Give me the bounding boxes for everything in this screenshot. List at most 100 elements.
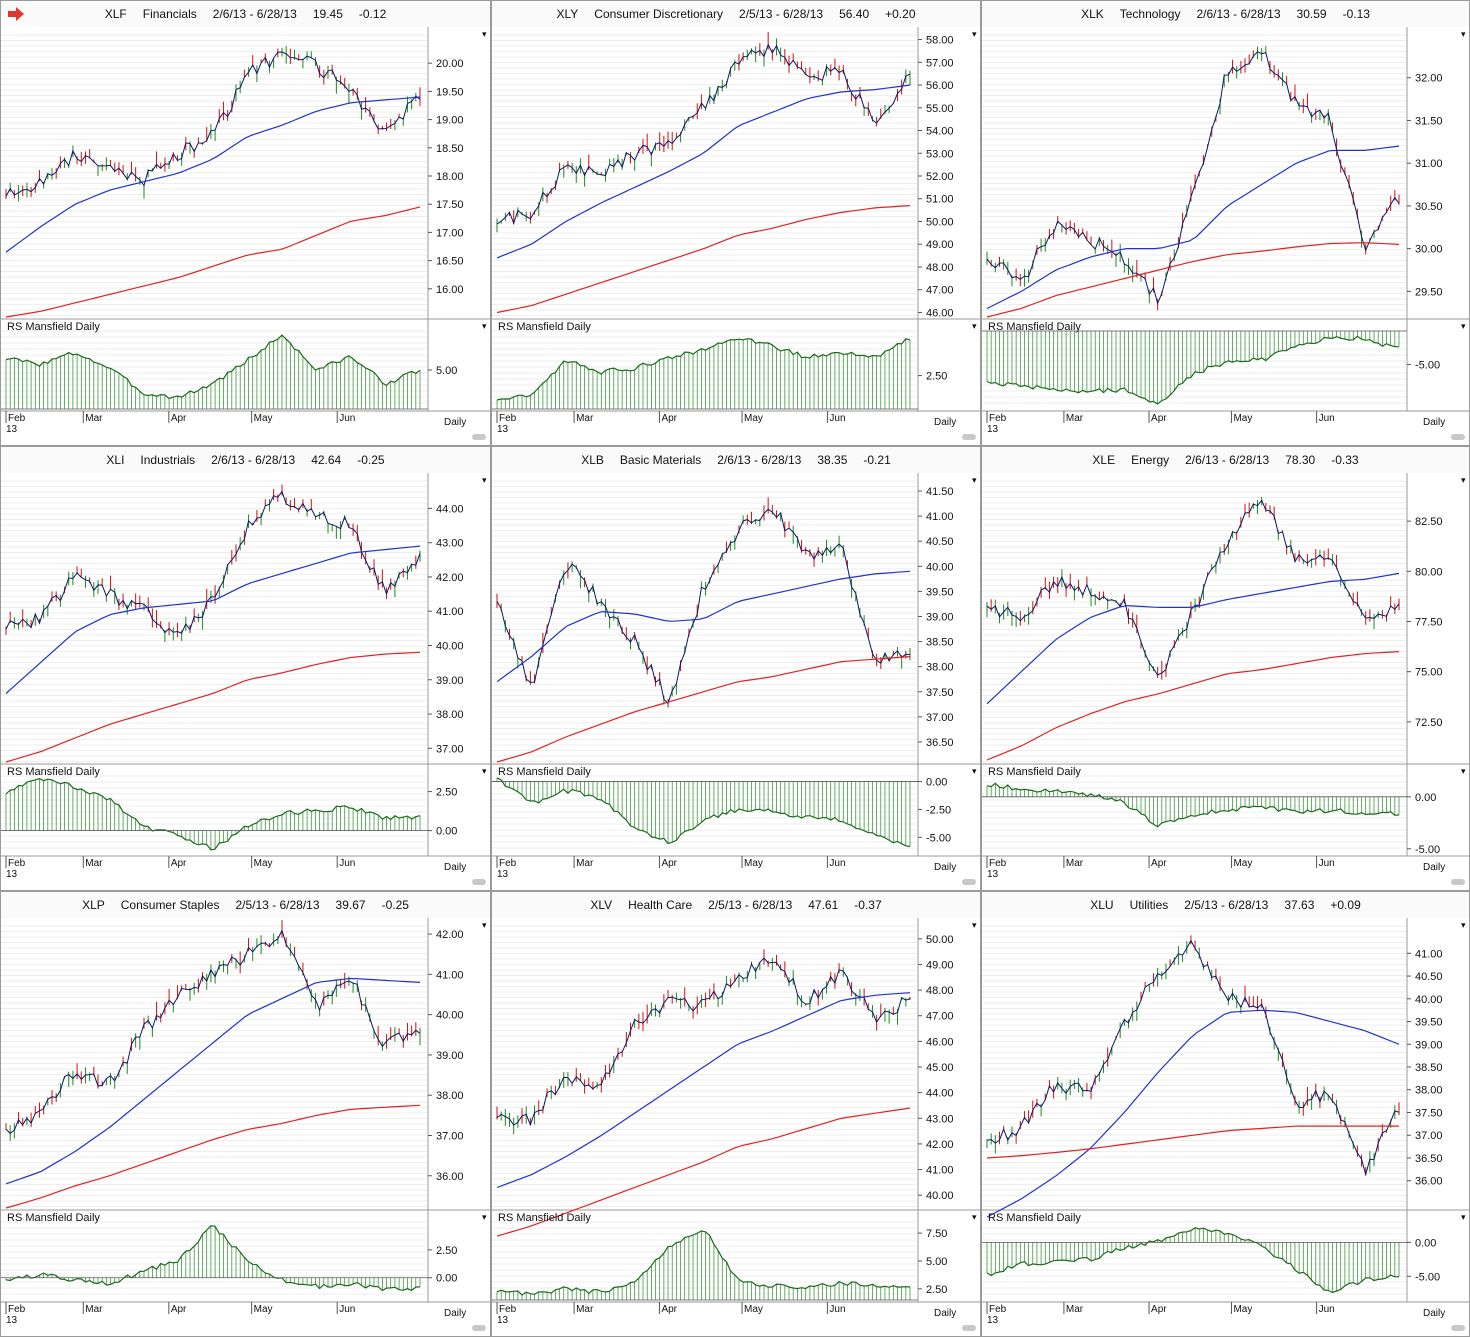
price-y-axis: 20.00 19.50 19.00 18.50 18.00 17.50 17.00 16.50… xyxy=(428,58,464,296)
close-line xyxy=(986,939,1400,1177)
chart-panel-xle[interactable]: XLE Energy 2/6/13 - 6/28/13 78.30 -0.33 82.50… xyxy=(981,446,1470,891)
chart-panel-xlu[interactable]: XLU Utilities 2/5/13 - 6/28/13 37.63 +0.09 41… xyxy=(981,891,1470,1337)
chart-panel-xlv[interactable]: XLV Health Care 2/5/13 - 6/28/13 47.61 -0.37… xyxy=(491,891,981,1337)
rs-y-tick-label: 2.50 xyxy=(926,371,947,383)
x-tick-label: Mar xyxy=(1066,413,1084,424)
year-label: 13 xyxy=(6,869,18,880)
y-tick-label: 37.50 xyxy=(926,687,954,699)
moving-average-slow xyxy=(986,242,1400,318)
price-y-axis: 58.00 57.00 56.00 55.00 54.00 53.00 52.00 51.00… xyxy=(918,35,954,319)
y-tick-label: 38.50 xyxy=(1415,1062,1443,1074)
price-bars xyxy=(986,496,1400,680)
price-y-axis: 44.00 43.00 42.00 41.00 40.00 39.00 38.00 37.00 xyxy=(428,503,464,755)
close-line xyxy=(496,508,911,705)
y-tick-label: 36.50 xyxy=(926,737,954,749)
chart-panel-xlp[interactable]: XLP Consumer Staples 2/5/13 - 6/28/13 39.67… xyxy=(0,891,491,1337)
y-tick-label: 42.00 xyxy=(926,1139,954,1151)
y-tick-label: 38.50 xyxy=(926,637,954,649)
x-tick-label: May xyxy=(254,413,273,424)
ticker-symbol: XLB xyxy=(581,453,604,467)
y-tick-label: 48.00 xyxy=(926,985,954,997)
panel-header: XLB Basic Materials 2/6/13 - 6/28/13 38.35 -… xyxy=(492,447,980,473)
y-tick-label: 19.50 xyxy=(436,86,464,98)
x-tick-label: Jun xyxy=(339,413,355,424)
y-tick-label: 75.00 xyxy=(1415,667,1443,679)
last-price: 47.61 xyxy=(808,898,839,912)
price-change: -0.33 xyxy=(1331,453,1359,467)
moving-average-fast xyxy=(986,572,1400,705)
x-tick-label: Apr xyxy=(171,1304,187,1315)
alert-arrow-icon[interactable] xyxy=(7,7,25,21)
rs-line xyxy=(496,338,911,401)
price-grid xyxy=(1,925,428,1295)
price-change: -0.25 xyxy=(357,453,385,467)
y-tick-label: 40.00 xyxy=(436,640,464,652)
y-tick-label: 49.00 xyxy=(926,959,954,971)
moving-average-fast xyxy=(5,545,421,694)
rs-line xyxy=(986,1227,1400,1294)
last-price: 42.64 xyxy=(311,453,342,467)
x-tick-label: Feb xyxy=(499,858,517,869)
moving-average-fast xyxy=(986,145,1400,310)
y-tick-label: 38.00 xyxy=(436,709,464,721)
year-label: 13 xyxy=(6,1315,18,1326)
moving-average-fast xyxy=(496,992,911,1189)
axis-menu-icon: ▾ xyxy=(482,1212,487,1222)
scroll-handle xyxy=(962,879,976,885)
y-tick-label: 58.00 xyxy=(926,35,954,47)
chart-svg: 82.50 80.00 77.50 75.00 72.50 ▾ ▾ RS Mansfield … xyxy=(982,473,1469,885)
chart-panel-xlf[interactable]: XLF Financials 2/6/13 - 6/28/13 19.45 -0.12 2… xyxy=(0,0,491,446)
moving-average-fast xyxy=(496,570,911,683)
rs-y-tick-label: 2.50 xyxy=(926,1284,947,1296)
y-tick-label: 41.00 xyxy=(436,969,464,981)
price-change: -0.21 xyxy=(863,453,891,467)
scroll-handle xyxy=(1451,434,1465,440)
y-tick-label: 41.00 xyxy=(926,511,954,523)
rs-histogram xyxy=(5,1225,421,1291)
x-tick-label: Mar xyxy=(576,1304,594,1315)
ticker-symbol: XLV xyxy=(590,898,613,912)
y-tick-label: 40.00 xyxy=(926,561,954,573)
x-tick-label: Mar xyxy=(576,413,594,424)
y-tick-label: 37.00 xyxy=(926,712,954,724)
y-tick-label: 36.00 xyxy=(1415,1176,1443,1188)
y-tick-label: 31.50 xyxy=(1415,115,1443,127)
x-tick-label: Feb xyxy=(499,1304,517,1315)
y-tick-label: 47.00 xyxy=(926,1011,954,1023)
x-tick-label: Apr xyxy=(171,858,187,869)
rs-histogram xyxy=(496,777,911,847)
y-tick-label: 40.50 xyxy=(926,536,954,548)
chart-panel-xlb[interactable]: XLB Basic Materials 2/6/13 - 6/28/13 38.35 -… xyxy=(491,446,981,891)
close-line xyxy=(986,499,1400,676)
scroll-handle xyxy=(472,879,486,885)
rs-histogram xyxy=(986,783,1400,827)
price-y-axis: 41.50 41.00 40.50 40.00 39.50 39.00 38.50 38.00… xyxy=(918,486,954,749)
y-tick-label: 55.00 xyxy=(926,103,954,115)
chart-svg: 58.00 57.00 56.00 55.00 54.00 53.00 52.00 51.00… xyxy=(492,27,980,440)
y-tick-label: 43.00 xyxy=(436,538,464,550)
moving-average-slow xyxy=(5,1104,421,1209)
y-tick-label: 50.00 xyxy=(926,216,954,228)
axis-menu-icon: ▾ xyxy=(1461,1212,1466,1222)
price-y-axis: 32.00 31.50 31.00 30.50 30.00 29.50 xyxy=(1407,73,1443,298)
price-bars xyxy=(986,935,1400,1176)
x-tick-label: Mar xyxy=(576,858,594,869)
y-tick-label: 39.00 xyxy=(1415,1039,1443,1051)
axis-menu-icon: ▾ xyxy=(482,920,487,930)
y-tick-label: 82.50 xyxy=(1415,516,1443,528)
axis-menu-icon: ▾ xyxy=(482,321,487,331)
price-y-axis: 50.00 49.00 48.00 47.00 46.00 45.00 44.00 43.00… xyxy=(918,934,954,1202)
y-tick-label: 52.00 xyxy=(926,171,954,183)
chart-panel-xly[interactable]: XLY Consumer Discretionary 2/5/13 - 6/28/1… xyxy=(491,0,981,446)
moving-average-fast xyxy=(986,1009,1400,1218)
indicator-label: RS Mansfield Daily xyxy=(498,321,591,333)
chart-panel-xli[interactable]: XLI Industrials 2/6/13 - 6/28/13 42.64 -0.25… xyxy=(0,446,491,891)
x-tick-label: Jun xyxy=(1319,858,1335,869)
chart-panel-xlk[interactable]: XLK Technology 2/6/13 - 6/28/13 30.59 -0.13 3… xyxy=(981,0,1470,446)
period-label: Daily xyxy=(934,1308,956,1319)
indicator-label: RS Mansfield Daily xyxy=(988,1212,1081,1224)
rs-y-tick-label: 5.00 xyxy=(436,365,457,377)
y-tick-label: 36.00 xyxy=(436,1171,464,1183)
security-name: Energy xyxy=(1131,453,1170,467)
y-tick-label: 38.00 xyxy=(926,662,954,674)
